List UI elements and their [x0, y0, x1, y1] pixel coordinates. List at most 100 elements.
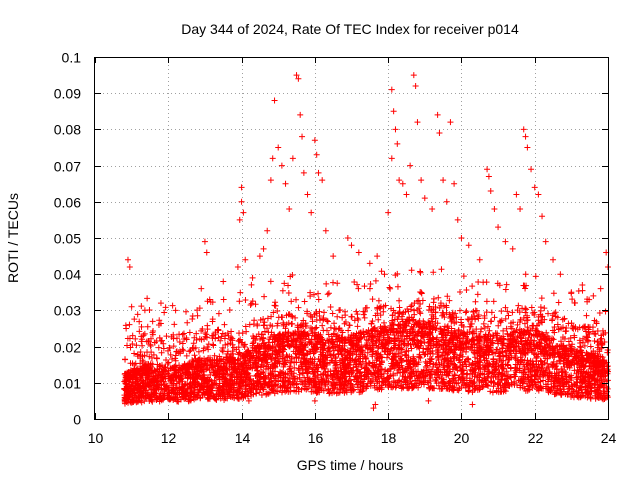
data-point [302, 343, 309, 350]
data-point [577, 376, 584, 383]
data-point [442, 348, 449, 355]
data-point [573, 349, 580, 356]
data-point [204, 396, 211, 403]
data-point [466, 375, 473, 382]
data-point [401, 322, 408, 329]
data-point [256, 376, 263, 383]
data-point [298, 362, 305, 369]
data-point [594, 328, 601, 335]
data-point [418, 381, 425, 388]
data-point [231, 395, 238, 402]
data-point [311, 369, 318, 376]
data-point [307, 324, 314, 331]
data-point [272, 299, 279, 306]
data-point [226, 306, 233, 313]
data-point [368, 320, 375, 327]
data-point [375, 373, 382, 380]
data-point [452, 310, 459, 317]
data-point [441, 323, 448, 330]
data-point [153, 354, 160, 361]
data-point [362, 304, 369, 311]
data-point [205, 341, 212, 348]
data-point [323, 280, 330, 287]
data-point [375, 297, 382, 304]
data-point [366, 341, 373, 348]
data-point [246, 381, 253, 388]
data-point [353, 342, 360, 349]
data-point [406, 314, 413, 321]
data-point [252, 359, 259, 366]
data-point [468, 314, 475, 321]
data-point [136, 328, 143, 335]
data-point [550, 361, 557, 368]
data-point [477, 371, 484, 378]
data-point [394, 283, 401, 290]
data-point [161, 390, 168, 397]
data-point [410, 355, 417, 362]
data-point [313, 310, 320, 317]
data-point [422, 363, 429, 370]
data-point [329, 357, 336, 364]
data-point [401, 376, 408, 383]
data-point [394, 370, 401, 377]
data-point [350, 367, 357, 374]
data-point [221, 335, 228, 342]
data-point [428, 355, 435, 362]
data-point [446, 297, 453, 304]
data-point [282, 359, 289, 366]
data-point [535, 379, 542, 386]
data-point [599, 340, 606, 347]
data-point [334, 313, 341, 320]
data-point [571, 332, 578, 339]
data-point [552, 350, 559, 357]
data-point [496, 379, 503, 386]
data-point [212, 372, 219, 379]
data-point [272, 335, 279, 342]
data-point [147, 396, 154, 403]
data-point [283, 321, 290, 328]
data-point [131, 316, 138, 323]
data-points [121, 72, 611, 412]
data-point [156, 334, 163, 341]
data-point [554, 385, 561, 392]
data-point [463, 308, 470, 315]
data-point [432, 309, 439, 316]
data-point [179, 331, 186, 338]
data-point [271, 338, 278, 345]
data-point [410, 324, 417, 331]
data-point [448, 318, 455, 325]
data-point [247, 375, 254, 382]
data-point [257, 364, 264, 371]
data-point [325, 290, 332, 297]
data-point [250, 333, 257, 340]
data-point [358, 363, 365, 370]
data-point [144, 381, 151, 388]
data-point [263, 390, 270, 397]
data-point [210, 368, 217, 375]
data-point [229, 335, 236, 342]
data-point [329, 310, 336, 317]
data-point [396, 337, 403, 344]
data-point [468, 320, 475, 327]
data-point [445, 358, 452, 365]
data-point [363, 336, 370, 343]
data-point [370, 363, 377, 370]
data-point [185, 398, 192, 405]
data-point [517, 334, 524, 341]
data-point [429, 385, 436, 392]
data-point [587, 365, 594, 372]
data-point [390, 359, 397, 366]
data-point [202, 376, 209, 383]
data-point [219, 374, 226, 381]
data-point [557, 358, 564, 365]
data-point [469, 344, 476, 351]
data-point [179, 346, 186, 353]
data-point [455, 357, 462, 364]
data-point [544, 351, 551, 358]
data-point [469, 336, 476, 343]
data-point [488, 349, 495, 356]
data-point [502, 286, 509, 293]
data-point [598, 345, 605, 352]
data-point [315, 290, 322, 297]
data-point [177, 366, 184, 373]
